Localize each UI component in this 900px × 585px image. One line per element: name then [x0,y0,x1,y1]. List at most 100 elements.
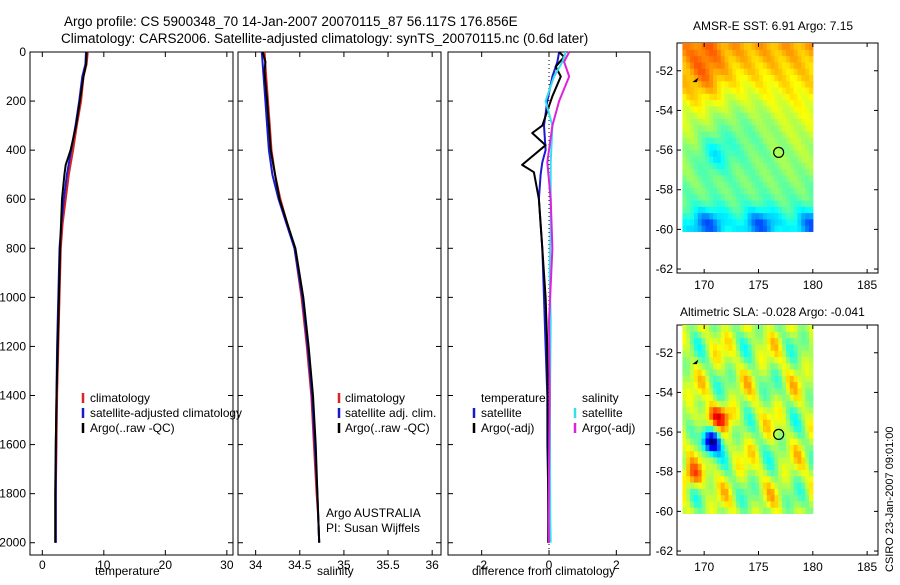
map-cell [716,225,722,232]
map-cell [739,343,745,351]
map-cell [766,68,772,75]
map-cell [713,500,718,508]
map-cell [693,118,699,126]
map-cell [805,130,810,138]
map-cell [690,343,695,351]
map-cell [724,375,730,383]
map-cell [686,412,691,420]
map-cell [720,343,726,351]
sla-map: 170 175 180 185-52-54-56-58-60-62 [656,325,878,574]
map-cell [770,124,776,132]
map-cell [682,168,687,176]
map-cell [797,469,802,477]
map-cell [766,494,772,502]
map-cell [805,343,810,351]
map-cell [682,187,687,195]
map-cell [762,112,768,119]
map-cell [774,488,779,496]
map-cell [686,168,691,176]
map-cell [785,199,791,207]
map-cell [743,49,749,57]
map-cell [789,80,795,88]
map-cell [736,61,741,69]
map-cell [724,162,730,170]
map-cell [782,93,787,101]
map-cell [709,137,714,145]
map-cell [682,206,687,214]
map-cell [785,118,791,126]
map-cell [805,419,810,427]
map-cell [793,93,799,101]
map-cell [701,93,707,101]
map-cell [739,362,745,370]
map-cell [686,356,691,364]
map-cell [766,343,772,351]
map-cell [693,387,699,395]
map-cell [701,356,707,364]
map-cell [720,325,726,332]
map-cell [705,86,710,94]
map-cell [732,181,737,189]
map-cell [808,425,814,433]
map-cell [739,325,745,332]
map-cell [705,112,710,119]
map-cell [797,419,802,427]
map-cell [724,156,730,163]
map-cell [697,193,703,201]
map-cell [766,105,772,113]
map-cell [747,325,753,332]
map-cell [682,68,687,75]
map-cell [770,381,776,389]
map-cell [728,331,733,339]
map-cell [801,368,806,376]
map-cell [739,400,745,408]
map-cell [770,494,776,502]
map-cell [801,362,806,370]
map-cell [797,475,802,483]
map-cell [785,212,791,220]
map-cell [766,475,772,483]
map-cell [755,350,760,357]
map-cell [693,181,699,189]
map-cell [701,193,707,201]
map-cell [785,456,791,464]
map-cell [709,368,714,376]
map-cell [713,456,718,464]
map-cell [778,368,783,376]
map-cell [701,206,707,214]
map-cell [801,438,806,445]
map-cell [766,450,772,458]
map-cell [755,381,760,389]
map-cell [697,456,703,464]
map-cell [751,387,756,395]
map-cell [778,68,783,75]
map-cell [728,93,733,101]
map-cell [713,156,718,163]
map-cell [724,68,730,75]
map-cell [739,156,745,163]
map-cell [793,494,799,502]
map-cell [805,356,810,364]
map-cell [755,225,760,232]
map-cell [682,481,687,489]
y-tick-label: 1400 [0,389,26,403]
map-cell [808,463,814,471]
map-cell [801,181,806,189]
map-cell [686,212,691,220]
map-cell [732,456,737,464]
map-cell [682,174,687,182]
map-cell [724,463,730,471]
map-cell [778,375,783,383]
map-cell [759,469,764,477]
map-cell [716,187,722,195]
map-cell [693,55,699,63]
map-cell [755,118,760,126]
map-cell [690,500,695,508]
map-cell [755,68,760,75]
map-cell [732,124,737,132]
map-cell [759,225,764,232]
map-cell [697,337,703,345]
map-cell [705,130,710,138]
map-cell [770,438,776,445]
map-cell [801,112,806,119]
